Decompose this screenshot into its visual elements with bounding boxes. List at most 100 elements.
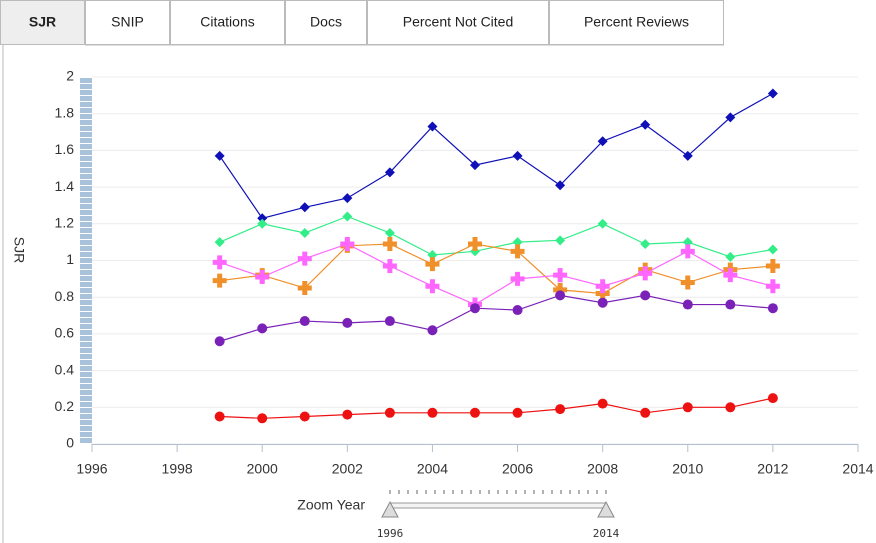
axis-band [80, 77, 92, 444]
tab-label[interactable]: Citations [200, 14, 254, 30]
point [342, 193, 353, 204]
point [765, 279, 780, 294]
tab-label[interactable]: Docs [310, 14, 342, 30]
point [342, 211, 353, 222]
zoom-range-label: 2014 [593, 527, 620, 540]
point [299, 202, 310, 213]
point [725, 402, 736, 413]
point [555, 290, 566, 301]
point [257, 218, 268, 229]
x-tick-label: 1996 [76, 461, 107, 477]
series-line [219, 243, 774, 306]
point [214, 336, 225, 347]
y-tick-label: 0.4 [55, 361, 75, 377]
point [212, 273, 227, 288]
y-axis-label: SJR [11, 237, 27, 263]
point [384, 316, 395, 327]
y-tick-label: 0 [66, 435, 74, 451]
point [510, 244, 525, 259]
series-line [219, 215, 773, 258]
point [640, 290, 651, 301]
y-tick-label: 1.6 [55, 141, 75, 157]
tab[interactable] [0, 0, 85, 45]
y-tick-label: 1.2 [55, 215, 75, 231]
point [384, 227, 395, 238]
point [640, 119, 651, 130]
point [257, 213, 268, 224]
point [553, 282, 568, 297]
point [384, 407, 395, 418]
point [597, 218, 608, 229]
point [427, 407, 438, 418]
x-tick-label: 2000 [247, 461, 278, 477]
point [510, 271, 525, 286]
point [297, 281, 312, 296]
point [595, 279, 610, 294]
point [255, 270, 270, 285]
point [257, 323, 268, 334]
series-line [219, 294, 773, 342]
tab-label[interactable]: SJR [29, 14, 56, 30]
tab-label[interactable]: Percent Not Cited [403, 14, 514, 30]
x-tick-label: 2002 [332, 461, 363, 477]
point [470, 160, 480, 171]
point [555, 404, 566, 415]
point [640, 407, 651, 418]
x-tick-label: 2008 [587, 461, 618, 477]
tab[interactable] [85, 0, 170, 45]
point [427, 121, 438, 132]
point [297, 251, 312, 266]
tab-label[interactable]: SNIP [111, 14, 144, 30]
tab-label[interactable]: Percent Reviews [584, 14, 689, 30]
tab[interactable] [549, 0, 724, 45]
point [512, 305, 523, 316]
x-tick-label: 1998 [162, 461, 193, 477]
y-tick-label: 0.6 [55, 325, 75, 341]
point [214, 411, 225, 422]
y-tick-label: 1.8 [55, 104, 75, 120]
point [680, 244, 695, 259]
tab[interactable] [367, 0, 549, 45]
series-line [219, 243, 773, 295]
series-line [219, 92, 774, 219]
point [682, 150, 693, 161]
y-tick-label: 2 [66, 68, 74, 84]
point [340, 236, 355, 251]
point [595, 286, 610, 301]
point [342, 409, 353, 420]
point [682, 299, 693, 310]
point [597, 136, 608, 147]
point [767, 88, 778, 99]
zoom-track[interactable] [389, 502, 607, 509]
point [597, 297, 608, 308]
zoom-handle[interactable] [381, 500, 399, 518]
x-tick-label: 2004 [417, 461, 448, 477]
point [555, 235, 566, 246]
zoom-handle[interactable] [597, 500, 615, 518]
point [468, 236, 482, 251]
point [214, 237, 225, 248]
y-tick-label: 0.2 [55, 398, 75, 414]
point [512, 150, 523, 161]
point [299, 227, 310, 238]
point [555, 180, 566, 191]
point [767, 244, 778, 255]
point [384, 167, 395, 178]
tab[interactable] [285, 0, 367, 45]
point [725, 299, 736, 310]
point [470, 303, 480, 314]
point [553, 268, 568, 283]
point [470, 407, 480, 418]
point [765, 259, 780, 274]
point [512, 407, 523, 418]
point [767, 393, 778, 404]
point [638, 266, 653, 281]
y-tick-label: 0.8 [55, 288, 75, 304]
point [640, 238, 651, 249]
y-tick-label: 1 [66, 251, 74, 267]
point [342, 317, 353, 328]
point [299, 411, 310, 422]
point [680, 275, 695, 290]
point [214, 150, 225, 161]
